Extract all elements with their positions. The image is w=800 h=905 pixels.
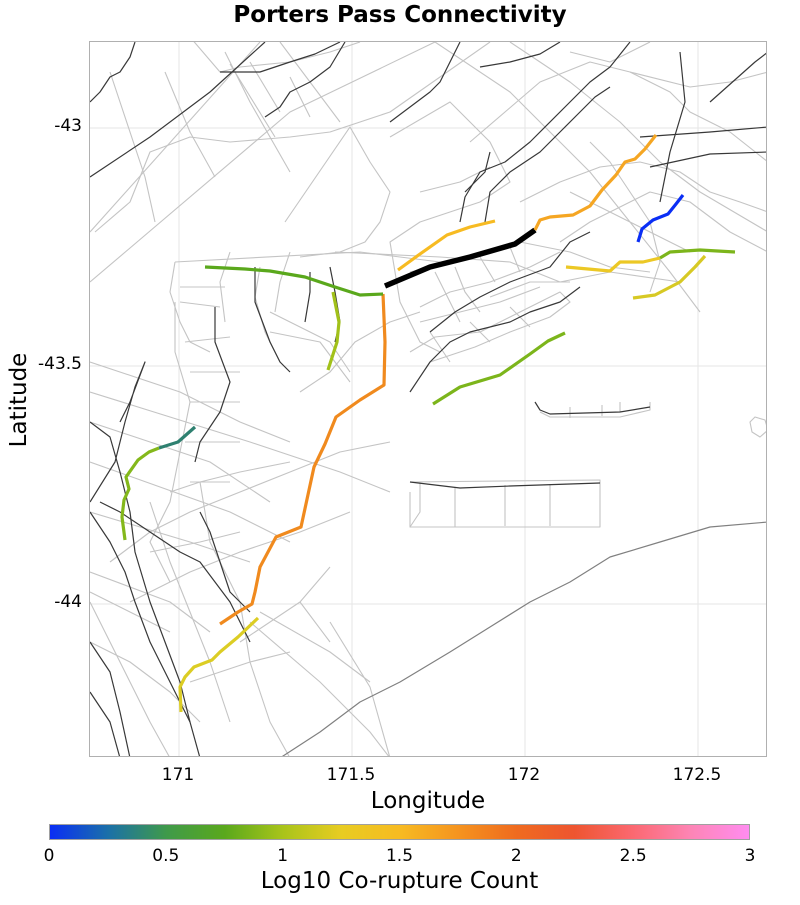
co-rupture-traces <box>120 134 736 713</box>
fault-line <box>90 691 121 756</box>
colorbar-tick-label: 1.5 <box>385 846 414 866</box>
fault-line <box>149 461 291 553</box>
fault-line <box>469 61 766 162</box>
fault-line <box>709 52 766 103</box>
trace-far-east[interactable] <box>659 248 736 260</box>
fault-line <box>90 511 201 756</box>
fault-line <box>239 566 391 756</box>
x-tick-label: 172 <box>507 765 541 785</box>
colorbar <box>49 824 750 840</box>
trace-west-ew[interactable] <box>204 265 384 297</box>
fault-line <box>299 311 421 393</box>
fault-line <box>90 601 170 756</box>
fault-line <box>409 479 601 528</box>
fault-line <box>90 361 291 503</box>
x-tick-label: 171 <box>161 765 195 785</box>
trace-small-east[interactable] <box>636 194 685 243</box>
fault-line <box>254 267 291 373</box>
chart-title: Porters Pass Connectivity <box>233 2 567 28</box>
fault-line <box>90 591 201 723</box>
fault-line <box>334 251 681 283</box>
fault-network <box>90 42 766 756</box>
fault-line <box>229 61 311 138</box>
fault-line <box>484 86 611 223</box>
fault-line <box>189 611 371 683</box>
x-axis-label: Longitude <box>370 788 486 814</box>
y-tick-label: -43 <box>54 116 82 136</box>
fault-line <box>90 421 191 723</box>
fault-line <box>281 521 766 756</box>
fault-line <box>559 191 766 252</box>
fault-line <box>434 246 521 323</box>
fault-line <box>94 42 491 233</box>
fault-map <box>90 42 766 756</box>
fault-line <box>194 307 231 463</box>
fault-line <box>99 501 251 643</box>
trace-east-curved[interactable] <box>632 254 707 300</box>
colorbar-tick-label: 2.5 <box>619 846 647 866</box>
trace-south-section[interactable] <box>178 616 260 713</box>
fault-line <box>220 42 341 73</box>
x-tick-label: 171.5 <box>326 765 376 785</box>
trace-far-west-ns[interactable] <box>120 446 160 541</box>
grid-lines <box>90 42 766 756</box>
fault-line <box>409 286 581 393</box>
fault-line <box>149 481 290 756</box>
fault-line <box>179 286 240 483</box>
trace-source-porters-pass[interactable] <box>383 227 537 289</box>
colorbar-tick-label: 1 <box>277 846 289 866</box>
fault-line <box>434 42 766 313</box>
fault-line <box>569 42 766 88</box>
trace-ns-branch[interactable] <box>326 291 341 371</box>
colorbar-label: Log10 Co-rupture Count <box>260 868 539 894</box>
fault-line <box>90 361 146 503</box>
y-tick-label: -43.5 <box>38 354 82 374</box>
fault-line <box>569 141 691 293</box>
fault-line <box>269 311 351 383</box>
fault-line <box>90 42 436 283</box>
fault-line <box>284 126 391 258</box>
fault-line <box>90 42 136 103</box>
colorbar-tick-label: 0 <box>43 846 55 866</box>
fault-line <box>90 42 261 233</box>
fault-line <box>539 402 651 418</box>
fault-line <box>649 151 766 168</box>
fault-line <box>90 391 391 633</box>
fault-line <box>409 291 571 363</box>
trace-far-west-ne[interactable] <box>158 425 197 450</box>
fault-line <box>459 42 631 223</box>
fault-line <box>534 401 651 415</box>
fault-line <box>409 481 601 489</box>
trace-ne-splay[interactable] <box>397 219 496 272</box>
fault-line <box>90 42 266 178</box>
y-tick-label: -44 <box>54 592 82 612</box>
fault-line <box>419 251 561 323</box>
colorbar-tick-label: 2 <box>510 846 522 866</box>
fault-line <box>639 126 766 138</box>
fault-line <box>199 511 251 613</box>
fault-line <box>169 251 441 363</box>
x-tick-label: 172.5 <box>672 765 722 785</box>
fault-line <box>109 42 341 223</box>
fault-line <box>193 42 361 73</box>
trace-east-ew[interactable] <box>565 256 661 273</box>
map-plot-area[interactable] <box>89 41 767 757</box>
fault-line <box>464 151 491 193</box>
trace-sw-continuation[interactable] <box>219 293 387 626</box>
fault-line <box>519 161 766 212</box>
y-axis-label: Latitude <box>6 352 32 448</box>
fault-line <box>264 42 346 118</box>
fault-line <box>389 42 461 123</box>
colorbar-tick-label: 3 <box>744 846 756 866</box>
trace-se-section[interactable] <box>432 331 566 406</box>
fault-line <box>749 416 766 438</box>
fault-line <box>479 42 561 68</box>
trace-east-continuation[interactable] <box>533 134 658 231</box>
fault-line <box>429 231 591 333</box>
colorbar-tick-label: 0.5 <box>152 846 180 866</box>
fault-line <box>659 51 686 203</box>
fault-line <box>90 641 131 756</box>
